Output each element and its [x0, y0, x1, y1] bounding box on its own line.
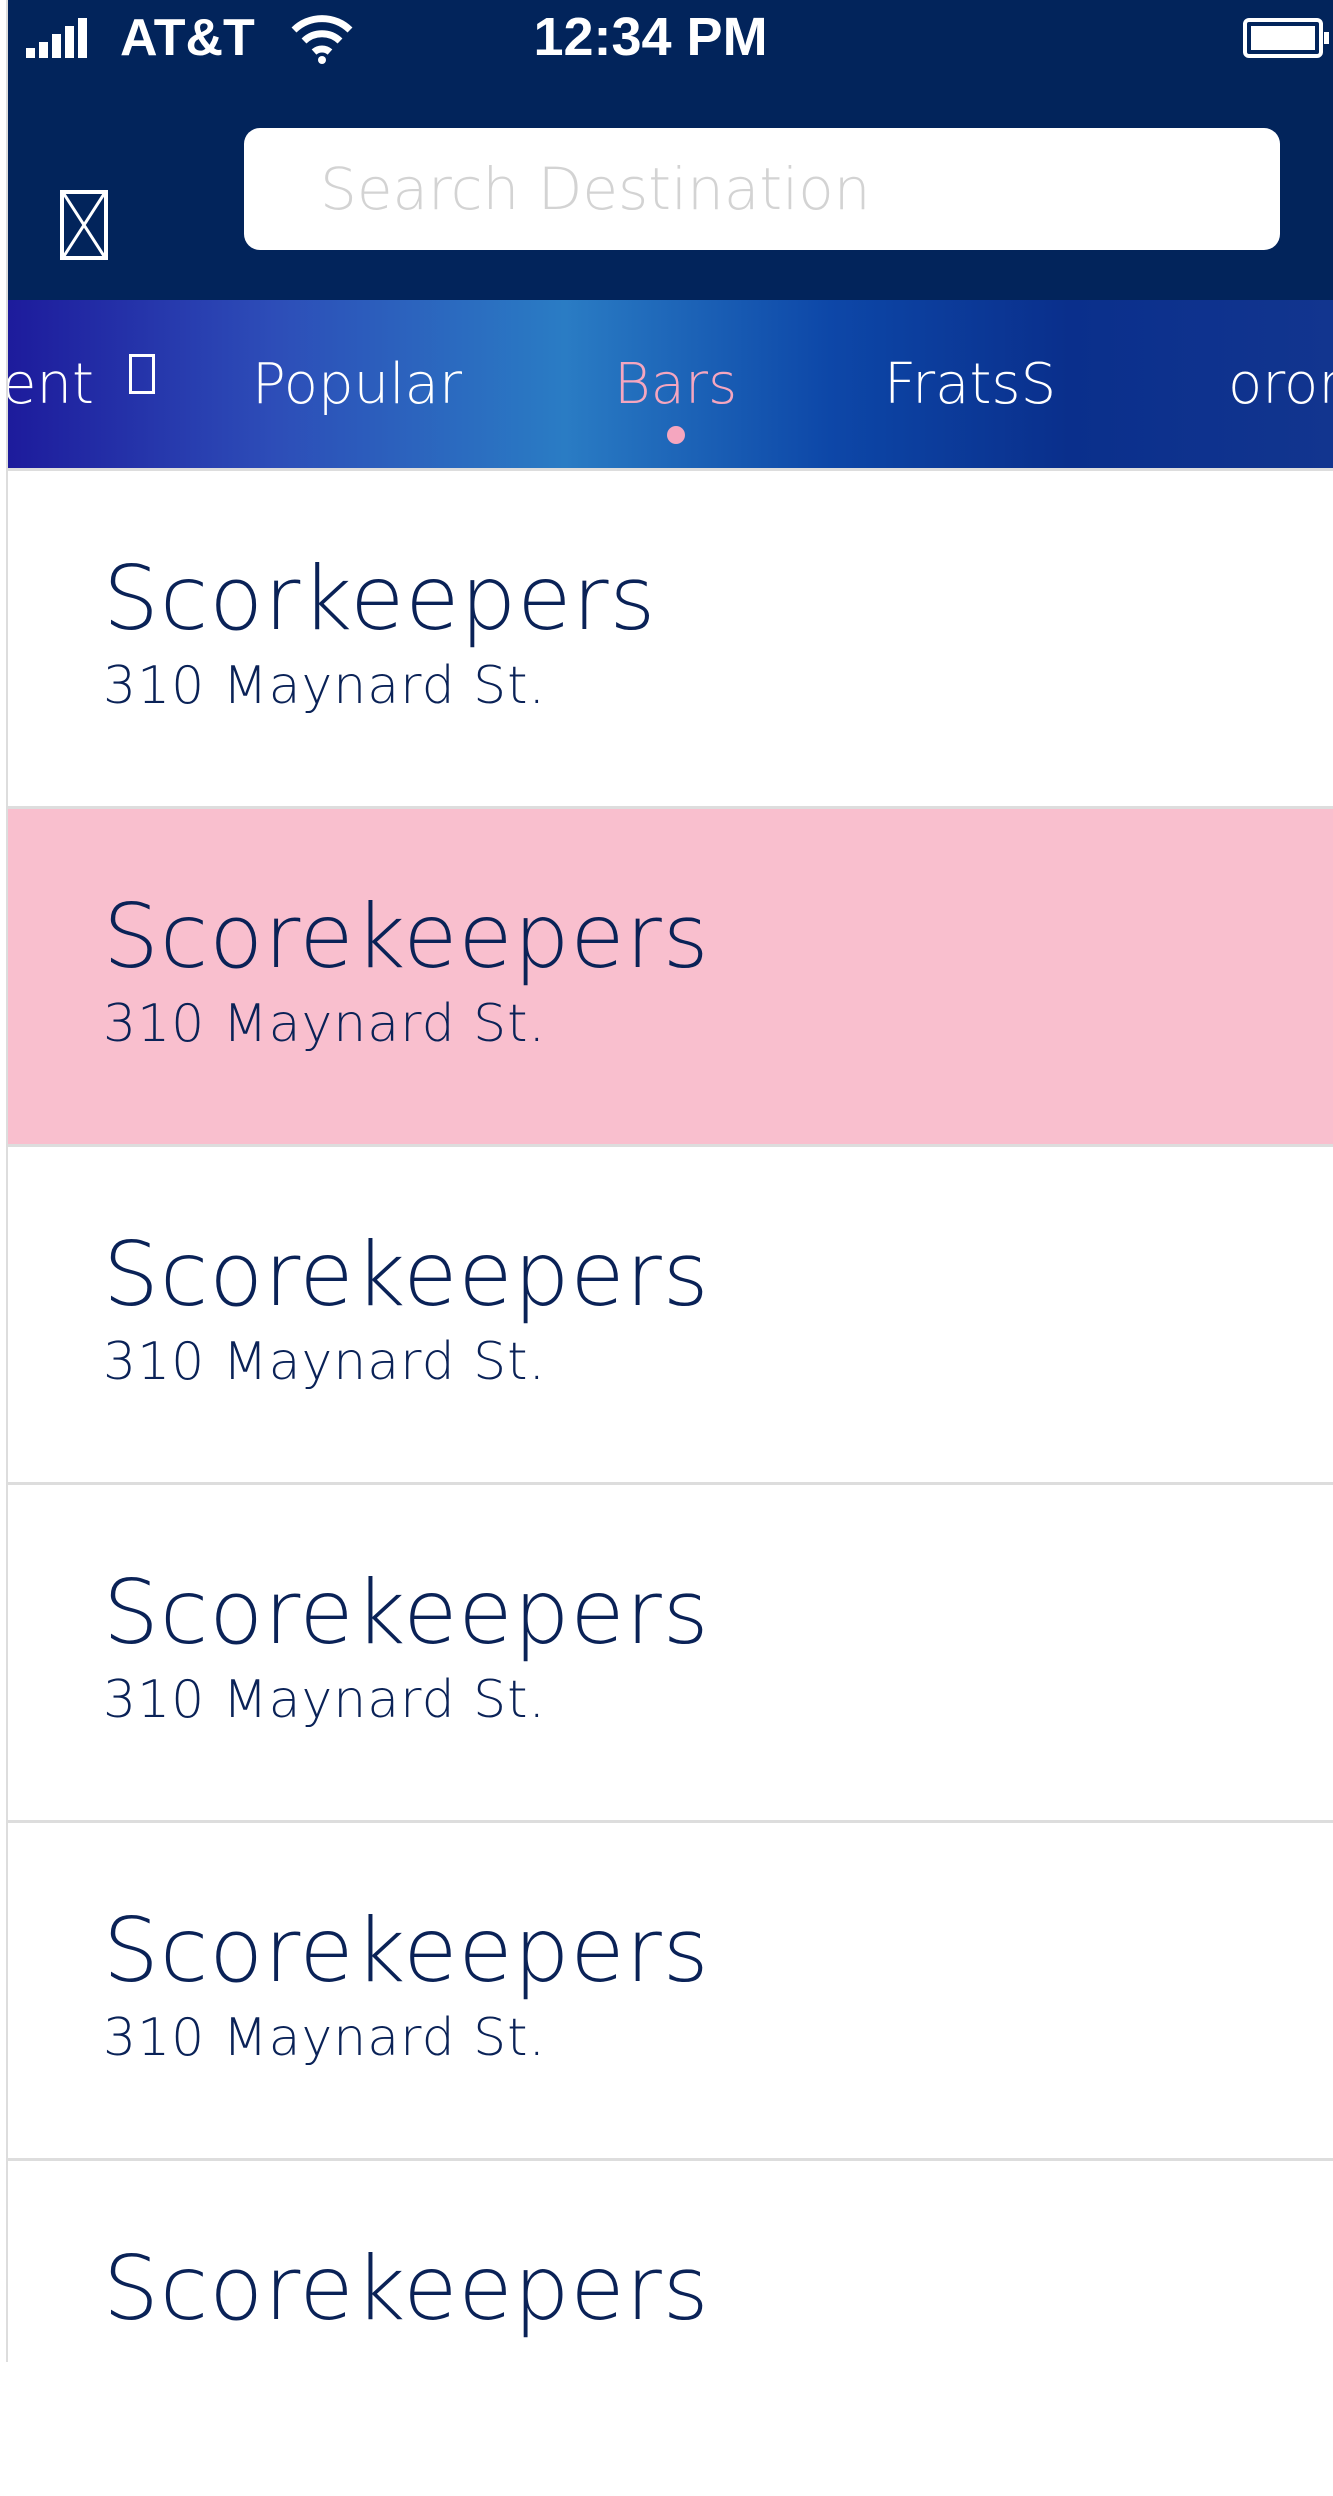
placeholder-box-icon — [129, 354, 155, 394]
clock: 12:34 PM — [533, 7, 768, 67]
list-item[interactable]: Scorkeepers 310 Maynard St. — [8, 468, 1333, 806]
item-address: 310 Maynard St. — [103, 1670, 547, 1730]
list-item[interactable]: Scorekeepers 310 Maynard St. — [8, 1820, 1333, 2158]
item-name: Scorkeepers — [103, 547, 657, 650]
tab-oror[interactable]: oror — [1228, 352, 1333, 417]
item-name: Scorekeepers — [103, 2237, 710, 2340]
menu-button[interactable] — [60, 190, 108, 260]
list-item[interactable]: Scorekeepers 310 Maynard St. — [8, 1482, 1333, 1820]
item-address: 310 Maynard St. — [103, 994, 547, 1054]
item-name: Scorekeepers — [103, 885, 710, 988]
tab-popular[interactable]: Popular — [252, 352, 462, 417]
status-bar: AT&T 12:34 PM — [8, 0, 1333, 80]
wifi-icon — [291, 15, 353, 64]
destination-list: Scorkeepers 310 Maynard St. Scorekeepers 3… — [8, 468, 1333, 2496]
list-item-highlighted[interactable]: Scorekeepers 310 Maynard St. — [8, 806, 1333, 1144]
tab-fratss[interactable]: FratsS — [884, 352, 1057, 417]
battery-icon — [1243, 18, 1329, 58]
item-address: 310 Maynard St. — [103, 2008, 547, 2068]
category-tabs: ent Popular Bars FratsS oror — [8, 300, 1333, 468]
item-name: Scorekeepers — [103, 1561, 710, 1664]
list-item[interactable]: Scorekeepers — [8, 2158, 1333, 2496]
item-address: 310 Maynard St. — [103, 1332, 547, 1392]
app-screen: AT&T 12:34 PM ent Popular Bars FratsS or… — [6, 0, 1333, 2362]
item-name: Scorekeepers — [103, 1899, 710, 2002]
header: AT&T 12:34 PM — [8, 0, 1333, 300]
list-item[interactable]: Scorekeepers 310 Maynard St. — [8, 1144, 1333, 1482]
placeholder-box-icon — [62, 193, 106, 257]
carrier-label: AT&T — [120, 9, 255, 67]
search-input[interactable] — [244, 128, 1280, 250]
item-address: 310 Maynard St. — [103, 656, 547, 716]
tab-bars[interactable]: Bars — [614, 352, 738, 417]
tab-ent[interactable]: ent — [8, 352, 94, 417]
signal-icon — [26, 18, 87, 58]
active-tab-indicator — [667, 426, 685, 444]
item-name: Scorekeepers — [103, 1223, 710, 1326]
